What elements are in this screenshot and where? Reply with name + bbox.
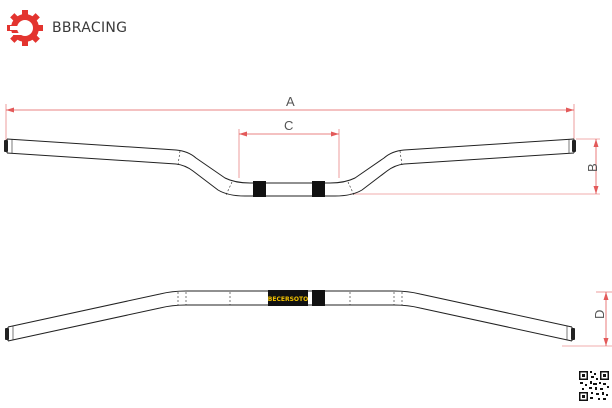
clamp-mark-right [312, 181, 325, 197]
handlebar-top-view [6, 138, 575, 197]
clamp-area-marked [268, 290, 308, 306]
dimension-d-label: D [592, 310, 607, 319]
dimension-d: D [562, 291, 612, 347]
dimension-a: A [5, 94, 575, 146]
dimension-b: B [350, 138, 600, 195]
dimension-b-label: B [585, 163, 600, 172]
clamp-mark-left [253, 181, 266, 197]
bar-end-left [4, 140, 8, 152]
dimension-c-label: C [284, 118, 293, 133]
gear-logo-icon [7, 10, 43, 46]
clamp-marking-text: BECERSOTO [268, 296, 308, 303]
dimension-a-label: A [286, 94, 295, 109]
brand-name: BBRACING [52, 20, 128, 36]
dimension-c: C [238, 118, 340, 178]
bar-end-left-front [5, 328, 9, 340]
qr-code-icon [578, 370, 610, 402]
bar-end-right [572, 140, 576, 152]
clamp-mark-right-front [312, 290, 325, 306]
bar-end-right-front [571, 328, 575, 340]
brand-header: BBRACING [6, 8, 127, 48]
